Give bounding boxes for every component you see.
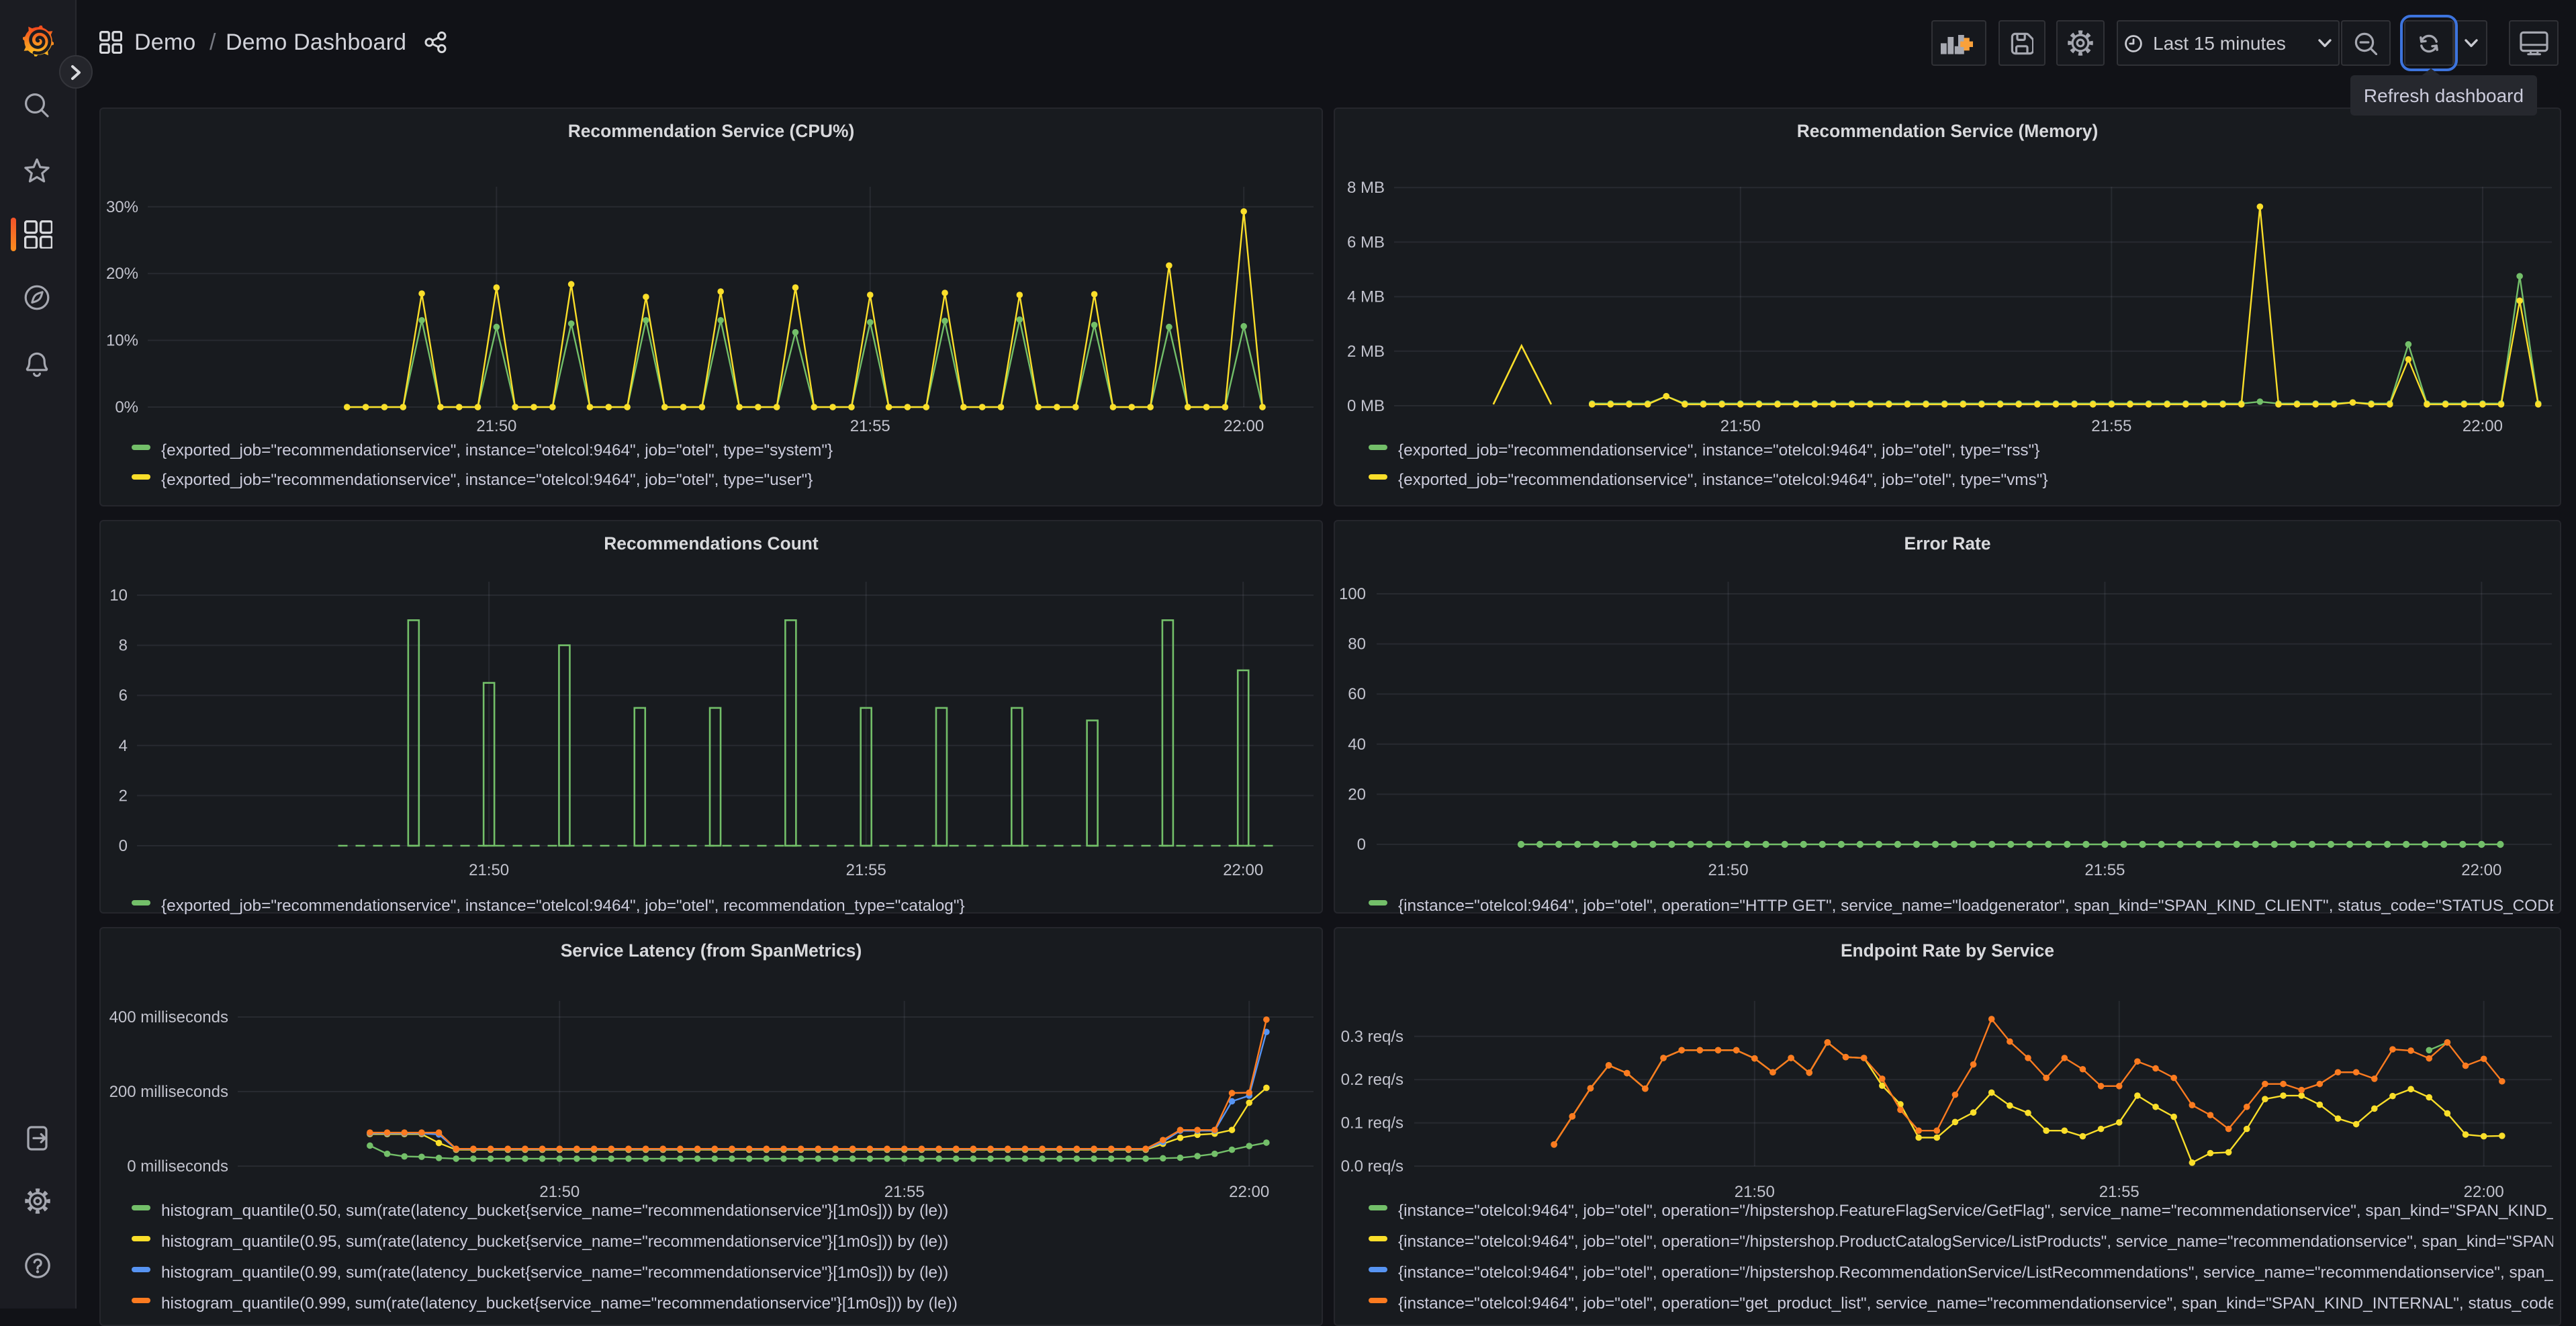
svg-text:0: 0 (1357, 836, 1366, 854)
svg-text:10%: 10% (106, 332, 138, 350)
svg-text:8 MB: 8 MB (1347, 179, 1385, 197)
svg-text:21:55: 21:55 (850, 417, 890, 435)
svg-text:22:00: 22:00 (2461, 861, 2501, 879)
svg-text:22:00: 22:00 (1224, 417, 1264, 435)
svg-text:30%: 30% (106, 198, 138, 216)
svg-text:21:55: 21:55 (884, 1183, 925, 1201)
svg-text:4 MB: 4 MB (1347, 288, 1385, 306)
svg-text:21:55: 21:55 (846, 861, 886, 879)
svg-text:2 MB: 2 MB (1347, 343, 1385, 361)
svg-text:21:50: 21:50 (476, 417, 516, 435)
svg-text:6 MB: 6 MB (1347, 233, 1385, 251)
svg-text:22:00: 22:00 (2463, 417, 2503, 435)
svg-text:21:50: 21:50 (469, 861, 509, 879)
svg-text:0.1 req/s: 0.1 req/s (1341, 1114, 1404, 1133)
svg-text:22:00: 22:00 (2464, 1183, 2504, 1201)
svg-text:8: 8 (119, 637, 128, 655)
svg-text:6: 6 (119, 687, 128, 705)
svg-text:0 MB: 0 MB (1347, 397, 1385, 415)
svg-text:21:50: 21:50 (539, 1183, 580, 1201)
svg-text:21:50: 21:50 (1708, 861, 1749, 879)
svg-text:21:50: 21:50 (1735, 1183, 1775, 1201)
svg-text:200 milliseconds: 200 milliseconds (109, 1083, 228, 1101)
svg-text:22:00: 22:00 (1223, 861, 1263, 879)
svg-text:0.2 req/s: 0.2 req/s (1341, 1071, 1404, 1089)
svg-text:40: 40 (1348, 736, 1366, 754)
svg-text:100: 100 (1339, 585, 1366, 603)
svg-text:21:55: 21:55 (2084, 861, 2125, 879)
svg-text:22:00: 22:00 (1229, 1183, 1269, 1201)
svg-text:0: 0 (119, 837, 128, 855)
svg-text:80: 80 (1348, 635, 1366, 654)
svg-text:0.0 req/s: 0.0 req/s (1341, 1157, 1404, 1176)
svg-text:21:55: 21:55 (2099, 1183, 2140, 1201)
svg-text:4: 4 (119, 737, 128, 755)
svg-text:400 milliseconds: 400 milliseconds (109, 1008, 228, 1026)
svg-text:21:55: 21:55 (2091, 417, 2131, 435)
svg-text:0.3 req/s: 0.3 req/s (1341, 1028, 1404, 1046)
svg-text:20%: 20% (106, 265, 138, 283)
svg-text:21:50: 21:50 (1720, 417, 1761, 435)
svg-text:10: 10 (109, 586, 128, 605)
svg-text:0 milliseconds: 0 milliseconds (127, 1157, 228, 1176)
svg-text:20: 20 (1348, 785, 1366, 803)
svg-text:2: 2 (119, 787, 128, 805)
svg-text:0%: 0% (115, 398, 138, 416)
svg-text:60: 60 (1348, 685, 1366, 703)
